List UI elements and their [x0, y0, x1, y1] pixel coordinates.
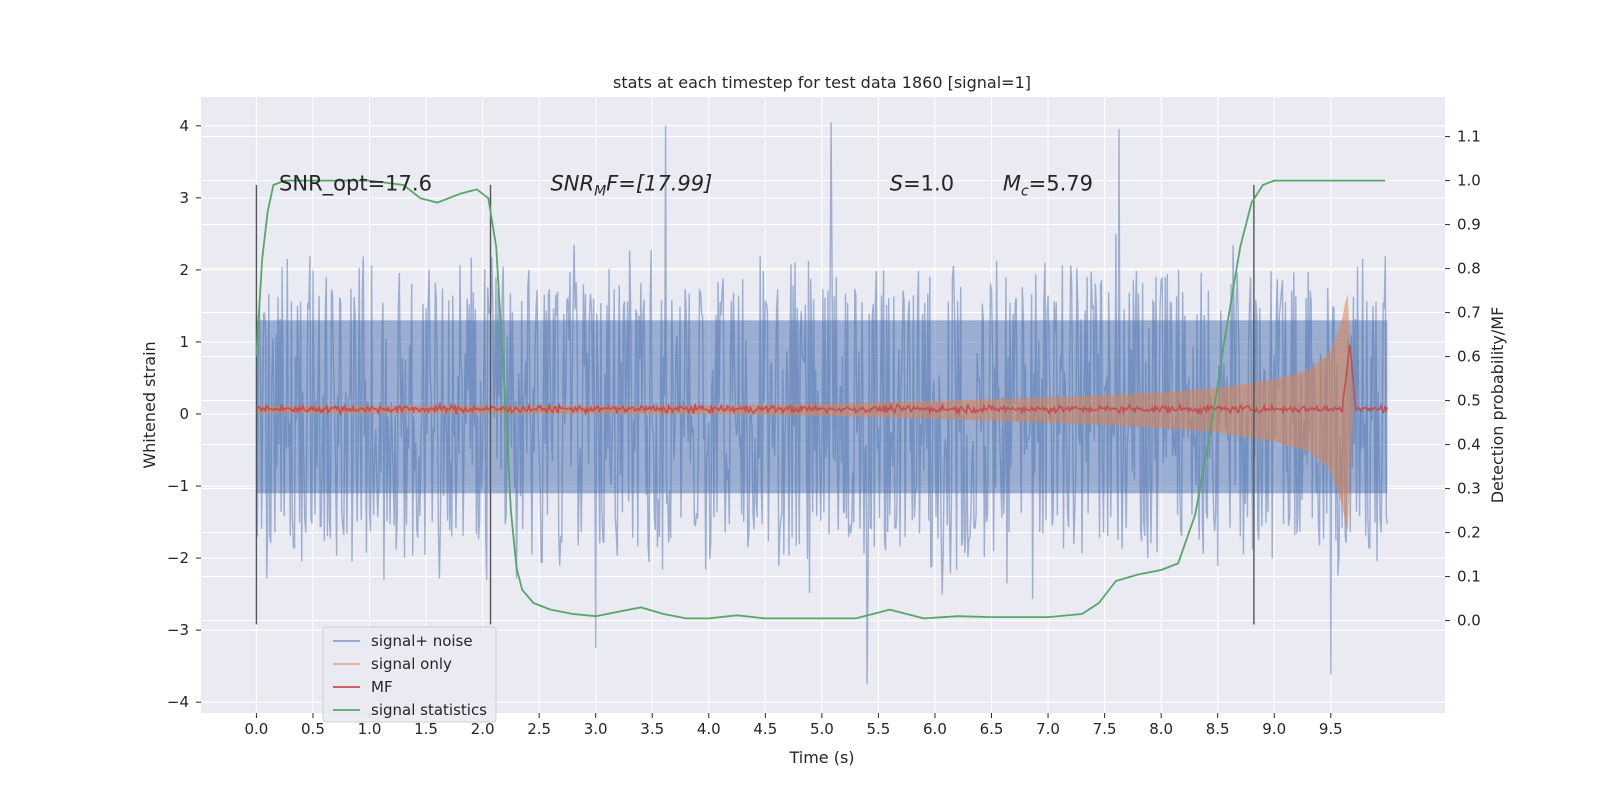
chart-title: stats at each timestep for test data 186…	[613, 73, 1031, 92]
vertical-markers	[255, 184, 1255, 625]
x-tick-label-16: 8.0	[1149, 720, 1173, 738]
y2-tick-label-9: 0.2	[1457, 524, 1481, 542]
y-tick-label-6: −2	[167, 549, 189, 567]
x-tick-label-5: 2.5	[527, 720, 551, 738]
x-tick-label-2: 1.0	[358, 720, 382, 738]
legend-label-2: MF	[371, 678, 393, 696]
legend-box	[322, 626, 497, 723]
y2-tick-label-7: 0.4	[1457, 436, 1481, 454]
x-tick-label-6: 3.0	[584, 720, 608, 738]
x-tick-label-8: 4.0	[697, 720, 721, 738]
y-tick-label-8: −4	[167, 693, 189, 711]
y2-tick-label-4: 0.7	[1457, 304, 1481, 322]
x-tick-label-7: 3.5	[640, 720, 664, 738]
legend: signal+ noise signal only MF signal statist…	[322, 626, 497, 723]
y-tick-label-2: 2	[179, 261, 189, 279]
series-signal-statistics	[255, 179, 1386, 620]
y2-tick-label-10: 0.1	[1457, 568, 1481, 586]
annotation-mc: Mc=5.79	[1003, 171, 1093, 199]
y-axis-label: Whitened strain	[140, 341, 159, 468]
series-signal-only	[256, 294, 1354, 531]
y2-tick-label-5: 0.6	[1457, 348, 1481, 366]
legend-label-0: signal+ noise	[371, 632, 473, 650]
annotations: SNR_opt=17.6 SNRMF=[17.99] S=1.0 Mc=5.79	[279, 171, 1093, 199]
line-signal-statistics	[255, 179, 1386, 620]
y2-tick-label-6: 0.5	[1457, 392, 1481, 410]
legend-label-3: signal statistics	[371, 701, 487, 719]
y-tick-label-5: −1	[167, 477, 189, 495]
x-tick-label-18: 9.0	[1262, 720, 1286, 738]
axis-ticks: 0.0 0.5 1.0 1.5 2.0 2.5 3.0 3.5 4.0 4.5 5.0 5.5 6.0 6…	[167, 117, 1481, 738]
series-mf	[255, 344, 1389, 417]
x-tick-label-19: 9.5	[1319, 720, 1343, 738]
y2-tick-label-2: 0.9	[1457, 216, 1481, 234]
x-tick-label-9: 4.5	[753, 720, 777, 738]
y-tick-label-1: 3	[179, 189, 189, 207]
y2-tick-label-0: 1.1	[1457, 128, 1481, 146]
y-tick-label-0: 4	[179, 117, 189, 135]
y2-tick-label-8: 0.3	[1457, 480, 1481, 498]
y2-tick-label-1: 1.0	[1457, 172, 1481, 190]
y-tick-label-7: −3	[167, 621, 189, 639]
x-axis-label: Time (s)	[788, 748, 854, 767]
x-tick-label-13: 6.5	[980, 720, 1004, 738]
x-tick-label-0: 0.0	[244, 720, 268, 738]
x-tick-label-12: 6.0	[923, 720, 947, 738]
annotation-snr-mf: SNRMF=[17.99]	[550, 171, 712, 199]
y2-tick-label-3: 0.8	[1457, 260, 1481, 278]
x-tick-label-10: 5.0	[810, 720, 834, 738]
x-tick-label-17: 8.5	[1206, 720, 1230, 738]
x-tick-label-4: 2.0	[471, 720, 495, 738]
area-signal-only	[256, 294, 1354, 531]
annotation-snr-opt: SNR_opt=17.6	[279, 171, 432, 196]
y-tick-label-4: 0	[179, 405, 189, 423]
x-tick-label-15: 7.5	[1093, 720, 1117, 738]
y-tick-label-3: 1	[179, 333, 189, 351]
x-tick-label-11: 5.5	[866, 720, 890, 738]
line-mf	[255, 344, 1389, 417]
legend-label-1: signal only	[371, 655, 452, 673]
x-tick-label-1: 0.5	[301, 720, 325, 738]
x-tick-label-3: 1.5	[414, 720, 438, 738]
y2-tick-label-11: 0.0	[1457, 612, 1481, 630]
x-tick-label-14: 7.0	[1036, 720, 1060, 738]
annotation-s: S=1.0	[890, 171, 954, 195]
y2-axis-label: Detection probability/MF	[1488, 307, 1507, 504]
